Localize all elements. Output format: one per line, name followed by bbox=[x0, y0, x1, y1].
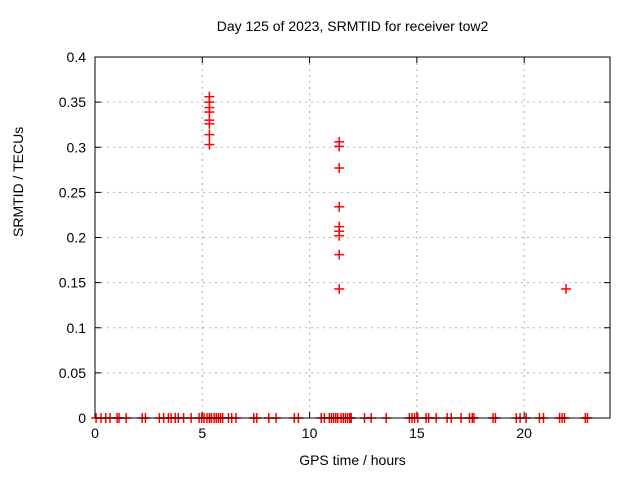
y-tick-label: 0.25 bbox=[59, 184, 86, 200]
x-tick-label: 15 bbox=[409, 425, 425, 441]
chart-title: Day 125 of 2023, SRMTID for receiver tow… bbox=[216, 18, 489, 34]
data-point-marker bbox=[204, 139, 215, 150]
data-point-marker bbox=[334, 141, 345, 152]
data-point-marker bbox=[334, 163, 345, 174]
data-point-marker bbox=[561, 283, 572, 294]
y-tick-label: 0 bbox=[78, 410, 86, 426]
x-tick-label: 5 bbox=[198, 425, 206, 441]
data-point-marker bbox=[334, 201, 345, 212]
gridlines bbox=[95, 57, 610, 418]
tick-labels: 0 5 10 15 20 0 0.05 0.1 0.15 0.2 0.25 0.3 0.35 0.4 bbox=[59, 49, 532, 441]
data-point-marker bbox=[204, 118, 215, 129]
y-tick-label: 0.05 bbox=[59, 365, 86, 381]
y-tick-label: 0.2 bbox=[67, 230, 87, 246]
data-point-marker bbox=[204, 129, 215, 140]
axis-ticks bbox=[94, 56, 610, 419]
y-tick-label: 0.4 bbox=[67, 49, 87, 65]
x-tick-label: 20 bbox=[516, 425, 532, 441]
y-tick-label: 0.35 bbox=[59, 94, 86, 110]
y-tick-label: 0.15 bbox=[59, 275, 86, 291]
data-point-marker bbox=[334, 283, 345, 294]
x-tick-label: 10 bbox=[302, 425, 318, 441]
data-point-marker bbox=[334, 249, 345, 260]
y-tick-label: 0.3 bbox=[67, 139, 87, 155]
plot-border bbox=[94, 56, 611, 419]
data-point-marker bbox=[334, 230, 345, 241]
x-tick-label: 0 bbox=[91, 425, 99, 441]
x-axis-label: GPS time / hours bbox=[299, 452, 406, 468]
y-tick-label: 0.1 bbox=[67, 320, 87, 336]
